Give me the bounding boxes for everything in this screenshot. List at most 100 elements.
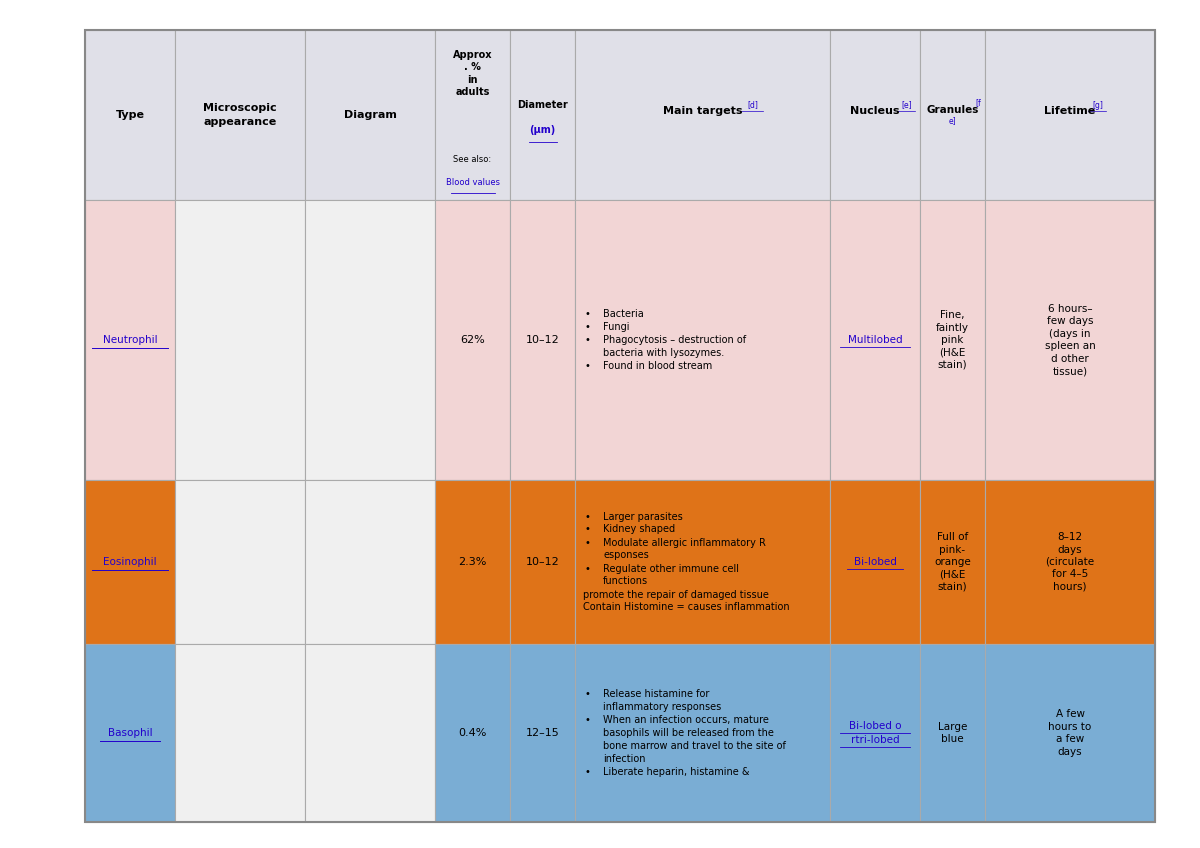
Text: •: • (584, 511, 590, 522)
Text: •: • (584, 361, 590, 371)
Bar (575, 30, 830, 200)
Text: 62%: 62% (460, 335, 485, 345)
Text: Diagram: Diagram (343, 110, 396, 120)
Text: See also:: See also: (454, 155, 492, 164)
Bar (510, 644, 575, 822)
Text: [f: [f (976, 98, 982, 108)
Bar (305, 30, 436, 200)
Bar (920, 200, 985, 480)
Bar (510, 480, 575, 644)
Text: 10–12: 10–12 (526, 335, 559, 345)
Text: [d]: [d] (748, 101, 758, 109)
Bar (985, 480, 1154, 644)
Text: Regulate other immune cell: Regulate other immune cell (604, 564, 739, 573)
Text: A few
hours to
a few
days: A few hours to a few days (1049, 710, 1092, 756)
Text: Main targets: Main targets (662, 106, 743, 116)
Text: When an infection occurs, mature: When an infection occurs, mature (604, 715, 769, 725)
Text: inflammatory responses: inflammatory responses (604, 702, 721, 712)
Bar (436, 30, 510, 200)
Text: Approx
. %
in
adults: Approx . % in adults (452, 50, 492, 98)
Text: Contain Histomine = causes inflammation: Contain Histomine = causes inflammation (583, 602, 790, 612)
Text: esponses: esponses (604, 550, 649, 561)
Text: 2.3%: 2.3% (458, 557, 487, 567)
Text: •: • (584, 564, 590, 573)
Bar (85, 200, 175, 480)
Bar (305, 644, 436, 822)
Text: Fungi: Fungi (604, 322, 630, 332)
Text: •: • (584, 715, 590, 725)
Text: Multilobed: Multilobed (847, 335, 902, 345)
Bar (830, 200, 920, 480)
Bar (305, 480, 436, 644)
Text: •: • (584, 322, 590, 332)
Text: Bi-lobed o: Bi-lobed o (848, 721, 901, 731)
Bar (85, 644, 175, 822)
Text: (μm): (μm) (529, 125, 556, 135)
Bar (985, 644, 1154, 822)
Bar (436, 644, 510, 822)
Text: •: • (584, 767, 590, 777)
Text: promote the repair of damaged tissue: promote the repair of damaged tissue (583, 589, 769, 600)
Bar (85, 30, 1154, 822)
Text: Modulate allergic inflammatory R: Modulate allergic inflammatory R (604, 538, 766, 548)
Text: 12–15: 12–15 (526, 728, 559, 738)
Text: Bacteria: Bacteria (604, 309, 643, 319)
Text: [g]: [g] (1092, 101, 1104, 109)
Text: •: • (584, 525, 590, 534)
Text: Kidney shaped: Kidney shaped (604, 525, 676, 534)
Bar (575, 644, 830, 822)
Text: Eosinophil: Eosinophil (103, 557, 157, 567)
Bar (436, 480, 510, 644)
Text: 6 hours–
few days
(days in
spleen an
d other
tissue): 6 hours– few days (days in spleen an d o… (1045, 304, 1096, 376)
Bar (175, 30, 305, 200)
Text: Microscopic
appearance: Microscopic appearance (203, 103, 277, 126)
Text: Found in blood stream: Found in blood stream (604, 361, 713, 371)
Bar (830, 644, 920, 822)
Text: Liberate heparin, histamine &: Liberate heparin, histamine & (604, 767, 750, 777)
Text: Release histamine for: Release histamine for (604, 689, 709, 699)
Bar (920, 480, 985, 644)
Bar (985, 30, 1154, 200)
Text: •: • (584, 309, 590, 319)
Text: Full of
pink-
orange
(H&E
stain): Full of pink- orange (H&E stain) (934, 533, 971, 592)
Bar (830, 30, 920, 200)
Text: infection: infection (604, 754, 646, 764)
Text: Diameter: Diameter (517, 100, 568, 110)
Text: bone marrow and travel to the site of: bone marrow and travel to the site of (604, 741, 786, 751)
Bar (830, 480, 920, 644)
Text: rtri-lobed: rtri-lobed (851, 735, 899, 745)
Text: 0.4%: 0.4% (458, 728, 487, 738)
Bar (85, 480, 175, 644)
Bar (175, 200, 305, 480)
Text: 10–12: 10–12 (526, 557, 559, 567)
Text: [e]: [e] (901, 101, 912, 109)
Text: Bi-lobed: Bi-lobed (853, 557, 896, 567)
Text: functions: functions (604, 577, 648, 587)
Bar (920, 30, 985, 200)
Text: basophils will be released from the: basophils will be released from the (604, 728, 774, 738)
Bar (305, 200, 436, 480)
Text: •: • (584, 538, 590, 548)
Bar (575, 200, 830, 480)
Bar (175, 480, 305, 644)
Text: Phagocytosis – destruction of: Phagocytosis – destruction of (604, 335, 746, 345)
Text: Blood values: Blood values (445, 178, 499, 187)
Bar (175, 644, 305, 822)
Text: Neutrophil: Neutrophil (103, 335, 157, 345)
Bar (436, 200, 510, 480)
Text: 8–12
days
(circulate
for 4–5
hours): 8–12 days (circulate for 4–5 hours) (1045, 533, 1094, 592)
Text: Lifetime: Lifetime (1044, 106, 1096, 116)
Text: Granules: Granules (926, 105, 979, 115)
Text: Basophil: Basophil (108, 728, 152, 738)
Text: bacteria with lysozymes.: bacteria with lysozymes. (604, 348, 725, 358)
Bar (985, 200, 1154, 480)
Text: Type: Type (115, 110, 144, 120)
Bar (575, 480, 830, 644)
Bar (510, 30, 575, 200)
Text: e]: e] (949, 116, 956, 126)
Bar (85, 30, 175, 200)
Text: Nucleus: Nucleus (851, 106, 900, 116)
Text: •: • (584, 689, 590, 699)
Text: •: • (584, 335, 590, 345)
Text: Larger parasites: Larger parasites (604, 511, 683, 522)
